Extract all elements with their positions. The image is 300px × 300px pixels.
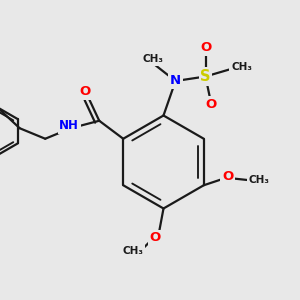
Text: O: O <box>80 85 91 98</box>
Text: NH: NH <box>59 119 79 132</box>
Text: O: O <box>206 98 217 111</box>
Text: O: O <box>200 41 211 54</box>
Text: N: N <box>170 74 181 88</box>
Text: CH₃: CH₃ <box>231 61 252 72</box>
Text: CH₃: CH₃ <box>142 54 164 64</box>
Text: S: S <box>200 69 211 84</box>
Text: CH₃: CH₃ <box>122 246 143 256</box>
Text: O: O <box>222 170 233 183</box>
Text: O: O <box>150 231 161 244</box>
Text: CH₃: CH₃ <box>248 175 269 185</box>
